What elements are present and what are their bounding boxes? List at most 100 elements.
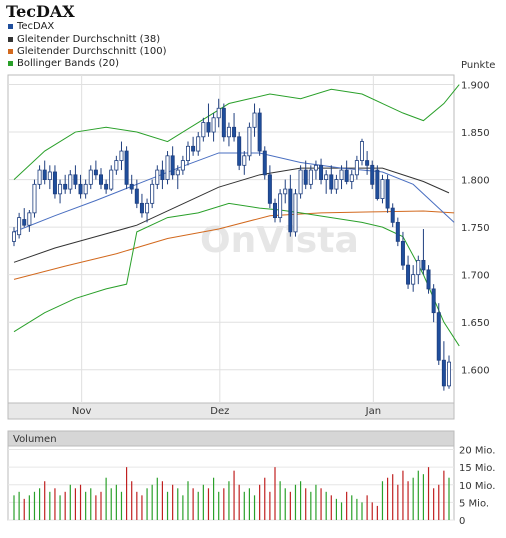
candle-body (272, 202, 277, 219)
candle-body (385, 179, 390, 209)
watermark: OnVista (200, 220, 359, 261)
legend-label: TecDAX (17, 21, 55, 32)
candle-body (134, 188, 139, 204)
candle-body (421, 259, 426, 271)
candle-body (426, 269, 431, 290)
candle-body (354, 160, 359, 176)
candle-body (42, 169, 47, 180)
y-tick-label: 5 Mio. (459, 498, 489, 509)
candle-body (375, 169, 380, 199)
candle-body (201, 122, 206, 138)
candle-body (411, 274, 416, 285)
candle-body (196, 136, 201, 152)
candle-body (252, 112, 257, 128)
candle-body (339, 169, 344, 180)
candle-body (406, 264, 411, 285)
volume-y-ticks: 20 Mio. 15 Mio. 10 Mio. 5 Mio. 0 (459, 446, 495, 527)
price-x-ticks: Nov Dez Jan (72, 406, 381, 417)
candle-body (83, 183, 88, 195)
candle-body (329, 174, 334, 190)
candle-body (237, 136, 242, 166)
candle-body (400, 240, 405, 266)
candle-body (104, 183, 109, 190)
candle-body (395, 221, 400, 242)
candle-body (257, 112, 262, 152)
candle-body (349, 174, 354, 182)
y-tick-label: 1.750 (461, 223, 490, 234)
candle-body (99, 174, 104, 185)
candle-body (68, 174, 73, 190)
candle-body (32, 183, 37, 214)
candle-body (124, 150, 129, 185)
legend-swatch-icon (8, 36, 13, 42)
volume-title: Volumen (13, 434, 57, 445)
legend-label: Bollinger Bands (20) (17, 58, 120, 69)
candle-body (370, 164, 375, 185)
x-tick-label: Jan (365, 406, 381, 417)
candle-body (191, 145, 196, 152)
candle-body (170, 155, 175, 176)
y-tick-label: 1.850 (461, 128, 490, 139)
candle-body (313, 164, 318, 171)
candle-body (221, 107, 226, 138)
candle-body (293, 193, 298, 233)
y-tick-label: 1.600 (461, 366, 490, 377)
candle-body (160, 169, 165, 180)
candle-body (11, 231, 16, 242)
legend-swatch-icon (8, 23, 13, 29)
candle-body (206, 122, 211, 133)
candle-body (119, 150, 124, 161)
bollinger-upper-line (13, 84, 460, 180)
candle-body (436, 312, 441, 361)
candle-body (52, 171, 57, 195)
legend-item-bollinger: Bollinger Bands (20) (8, 58, 119, 69)
chart-title: TecDAX (6, 2, 75, 21)
candle-body (380, 179, 385, 199)
candle-body (37, 169, 42, 185)
legend-item-tecdax: TecDAX (8, 21, 54, 32)
candle-body (431, 288, 436, 314)
candle-body (22, 219, 27, 226)
candle-body (278, 193, 283, 219)
candle-body (441, 359, 446, 387)
candle-body (232, 126, 237, 138)
candle-body (165, 155, 170, 180)
candlestick-series (11, 98, 451, 391)
candle-body (242, 155, 247, 166)
candle-body (324, 174, 329, 180)
candle-body (267, 174, 272, 204)
candle-body (78, 183, 83, 195)
legend-swatch-icon (8, 60, 13, 66)
price-plot-area (7, 74, 455, 404)
candle-body (283, 188, 288, 195)
candle-body (88, 169, 93, 185)
candle-body (58, 183, 63, 195)
y-tick-label: 10 Mio. (459, 481, 495, 492)
candle-body (359, 141, 364, 161)
candle-body (365, 160, 370, 166)
price-y-ticks: 1.900 1.850 1.800 1.750 1.700 1.650 1.600 (461, 81, 490, 377)
candle-body (175, 169, 180, 176)
legend-label: Gleitender Durchschnitt (38) (17, 34, 161, 45)
y-axis-label: Punkte (461, 60, 495, 71)
candle-body (73, 174, 78, 185)
x-tick-label: Nov (72, 406, 92, 417)
candle-body (308, 169, 313, 185)
candle-body (216, 107, 221, 119)
candle-body (226, 126, 231, 138)
candle-body (139, 202, 144, 214)
candle-body (211, 117, 216, 133)
candle-body (145, 202, 150, 214)
candle-body (93, 169, 98, 176)
candle-body (390, 207, 395, 223)
price-grid (8, 75, 454, 403)
candle-body (416, 259, 421, 276)
y-tick-label: 0 (459, 516, 465, 527)
ma38-line (13, 167, 450, 263)
y-tick-label: 15 Mio. (459, 463, 495, 474)
ma100-line (13, 210, 455, 280)
y-tick-label: 1.700 (461, 271, 490, 282)
candle-body (288, 188, 293, 233)
y-tick-label: 1.800 (461, 176, 490, 187)
